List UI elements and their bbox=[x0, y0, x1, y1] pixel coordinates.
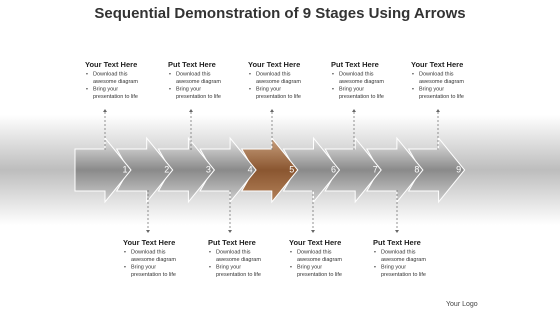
connector-head bbox=[395, 230, 399, 233]
bullet-dot: • bbox=[412, 71, 414, 77]
bullet-dot: • bbox=[86, 86, 88, 92]
bullet-dot: • bbox=[332, 86, 334, 92]
note-heading: Put Text Here bbox=[208, 238, 256, 247]
bullet-line: presentation to life bbox=[381, 272, 426, 278]
bullet-line: Download this bbox=[339, 71, 374, 77]
bullet-line: Download this bbox=[297, 249, 332, 255]
bullet-line: awesome diagram bbox=[297, 257, 342, 263]
bullet-line: presentation to life bbox=[297, 272, 342, 278]
bullet-line: Bring your bbox=[131, 264, 156, 270]
stage-number: 6 bbox=[331, 164, 336, 174]
bullet-line: awesome diagram bbox=[256, 79, 301, 85]
connector-head bbox=[103, 109, 107, 112]
bullet-line: Bring your bbox=[297, 264, 322, 270]
bullet-line: presentation to life bbox=[216, 272, 261, 278]
bullet-line: awesome diagram bbox=[419, 79, 464, 85]
arrows: 9 8 7 6 5 4 3 2 1 bbox=[74, 136, 466, 204]
logo: Your Logo bbox=[446, 301, 478, 308]
bullet-line: Bring your bbox=[176, 86, 201, 92]
stage-number: 8 bbox=[414, 164, 419, 174]
bullet-dot: • bbox=[124, 264, 126, 270]
stage-number: 4 bbox=[248, 164, 253, 174]
bullet-line: Download this bbox=[93, 71, 128, 77]
bullet-line: Bring your bbox=[381, 264, 406, 270]
bullet-line: awesome diagram bbox=[216, 257, 261, 263]
connector-head bbox=[270, 109, 274, 112]
bullet-dot: • bbox=[249, 86, 251, 92]
bullet-dot: • bbox=[290, 264, 292, 270]
title: Sequential Demonstration of 9 Stages Usi… bbox=[94, 5, 465, 22]
connector-head bbox=[311, 230, 315, 233]
bullet-dot: • bbox=[249, 71, 251, 77]
bullet-line: Download this bbox=[176, 71, 211, 77]
bullet-dot: • bbox=[169, 71, 171, 77]
bullet-line: Download this bbox=[419, 71, 454, 77]
bullet-dot: • bbox=[209, 264, 211, 270]
bullet-line: presentation to life bbox=[131, 272, 176, 278]
note-heading: Put Text Here bbox=[373, 238, 421, 247]
bullet-dot: • bbox=[374, 264, 376, 270]
bullet-line: awesome diagram bbox=[381, 257, 426, 263]
bullet-line: Bring your bbox=[419, 86, 444, 92]
note-heading: Your Text Here bbox=[123, 238, 175, 247]
bullet-dot: • bbox=[86, 71, 88, 77]
stage-number: 5 bbox=[289, 164, 294, 174]
bullet-dot: • bbox=[124, 249, 126, 255]
bullet-line: Bring your bbox=[256, 86, 281, 92]
connector-head bbox=[352, 109, 356, 112]
stage-number: 3 bbox=[206, 164, 211, 174]
bullet-dot: • bbox=[332, 71, 334, 77]
bullet-dot: • bbox=[209, 249, 211, 255]
note-heading: Your Text Here bbox=[85, 60, 137, 69]
bullet-line: Download this bbox=[131, 249, 166, 255]
bullet-line: Download this bbox=[381, 249, 416, 255]
connector-head bbox=[189, 109, 193, 112]
bullet-line: Bring your bbox=[339, 86, 364, 92]
bullet-dot: • bbox=[290, 249, 292, 255]
bullet-dot: • bbox=[412, 86, 414, 92]
bullet-line: presentation to life bbox=[256, 94, 301, 100]
stage-number: 7 bbox=[373, 164, 378, 174]
stage-number: 1 bbox=[122, 164, 127, 174]
bullet-line: awesome diagram bbox=[339, 79, 384, 85]
connector-head bbox=[228, 230, 232, 233]
note-heading: Your Text Here bbox=[411, 60, 463, 69]
bullet-line: awesome diagram bbox=[93, 79, 138, 85]
bullet-line: Bring your bbox=[93, 86, 118, 92]
bullet-line: Download this bbox=[216, 249, 251, 255]
stage-number: 9 bbox=[456, 164, 461, 174]
note-heading: Put Text Here bbox=[331, 60, 379, 69]
bullet-line: Download this bbox=[256, 71, 291, 77]
connector-head bbox=[436, 109, 440, 112]
bullet-dot: • bbox=[169, 86, 171, 92]
connector-head bbox=[146, 230, 150, 233]
stage-number: 2 bbox=[164, 164, 169, 174]
note-heading: Your Text Here bbox=[289, 238, 341, 247]
bullet-line: presentation to life bbox=[339, 94, 384, 100]
note-heading: Your Text Here bbox=[248, 60, 300, 69]
bullet-line: awesome diagram bbox=[131, 257, 176, 263]
bullet-line: presentation to life bbox=[176, 94, 221, 100]
bullet-dot: • bbox=[374, 249, 376, 255]
note-heading: Put Text Here bbox=[168, 60, 216, 69]
notes: Your Text Here • Download this awesome diag… bbox=[85, 60, 464, 278]
bullet-line: awesome diagram bbox=[176, 79, 221, 85]
bullet-line: presentation to life bbox=[93, 94, 138, 100]
bullet-line: Bring your bbox=[216, 264, 241, 270]
bullet-line: presentation to life bbox=[419, 94, 464, 100]
